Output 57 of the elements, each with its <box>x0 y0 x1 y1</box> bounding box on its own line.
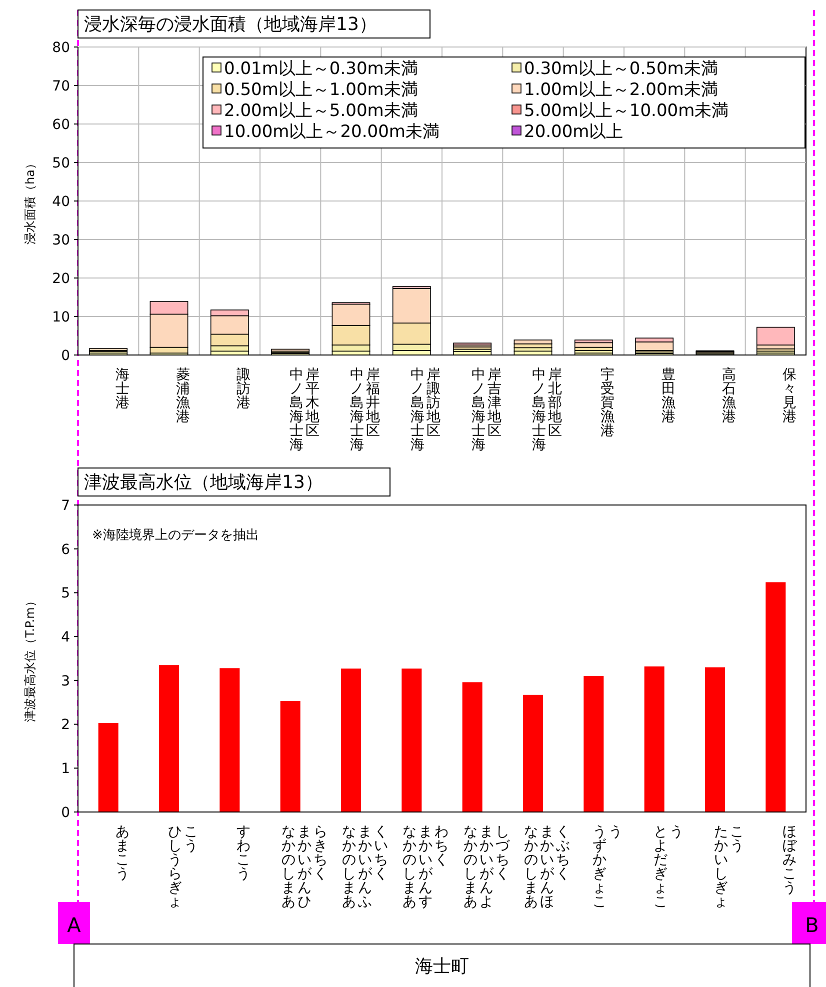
y-tick-label: 20 <box>52 270 70 287</box>
x-tick-label: とよだぎょこう <box>653 824 684 910</box>
y-tick-label: 6 <box>61 542 70 558</box>
legend-label: 20.00m以上 <box>524 122 624 142</box>
y-tick-label: 1 <box>61 761 70 778</box>
y-tick-label: 30 <box>52 232 70 248</box>
x-tick-label: 中ノ島海士海岸福井地区 <box>350 367 380 453</box>
y-axis-title: 浸水面積（ha） <box>23 158 37 244</box>
x-tick-label: 中ノ島海士海岸吉津地区 <box>471 367 502 453</box>
x-tick-label: なかのしまあまかいがんよしづちく <box>463 824 510 910</box>
legend-label: 2.00m以上～5.00m未満 <box>224 100 418 121</box>
x-tick-label: すわこう <box>236 824 251 882</box>
chart-title: 浸水深毎の浸水面積（地域海岸13） <box>84 14 377 35</box>
x-tick-label: なかのしまあまかいがんひらきちく <box>281 824 328 910</box>
y-tick-label: 0 <box>61 804 70 821</box>
chart-title: 津波最高水位（地域海岸13） <box>84 472 323 493</box>
legend-label: 10.00m以上～20.00m未満 <box>224 122 440 142</box>
x-tick-label: 豊田漁港 <box>661 367 676 425</box>
y-axis-title: 津波最高水位（T.P.m） <box>23 595 37 722</box>
legend-label: 0.30m以上～0.50m未満 <box>524 58 718 79</box>
y-tick-label: 5 <box>61 586 70 602</box>
y-tick-label: 60 <box>52 116 70 133</box>
x-tick-label: 海士港 <box>115 367 130 411</box>
y-tick-label: 0 <box>61 348 70 364</box>
x-tick-label: なかのしまあまかいがんすわちく <box>402 824 449 910</box>
legend-label: 0.50m以上～1.00m未満 <box>224 80 418 100</box>
text: A <box>67 913 82 937</box>
x-tick-label: 宇受賀漁港 <box>600 367 615 439</box>
x-tick-label: ほぼみこう <box>782 824 798 896</box>
x-tick-label: 菱浦漁港 <box>176 367 190 425</box>
text: B <box>805 913 819 937</box>
y-tick-label: 80 <box>52 40 70 56</box>
annotation: ※海陸境界上のデータを抽出 <box>92 527 259 543</box>
x-tick-label: うずかぎょこう <box>592 824 623 910</box>
y-tick-label: 7 <box>61 498 70 514</box>
x-tick-label: なかのしまあまかいがんほくぶちく <box>524 824 570 910</box>
legend-label: 5.00m以上～10.00m未満 <box>524 100 729 121</box>
legend-label: 0.01m以上～0.30m未満 <box>224 58 418 79</box>
x-tick-label: たかいしぎょこう <box>714 824 744 910</box>
x-tick-label: 保々見港 <box>782 367 797 425</box>
x-tick-label: 中ノ島海士海岸平木地区 <box>289 367 320 453</box>
x-tick-label: 諏訪港 <box>236 367 251 411</box>
x-tick-label: 中ノ島海士海岸北部地区 <box>532 367 562 453</box>
y-tick-label: 4 <box>61 629 70 646</box>
y-tick-label: 70 <box>52 78 70 94</box>
y-tick-label: 50 <box>52 155 70 172</box>
text: 海士町 <box>415 956 469 977</box>
x-tick-label: ひしうらぎょこう <box>168 824 198 910</box>
x-tick-label: あまこう <box>115 824 130 882</box>
y-tick-label: 3 <box>61 673 70 690</box>
x-tick-label: なかのしまあまかいがんふくいちく <box>342 824 388 910</box>
y-tick-label: 10 <box>52 309 70 326</box>
x-tick-label: 中ノ島海士海岸諏訪地区 <box>410 367 441 453</box>
y-tick-label: 2 <box>61 717 70 734</box>
x-tick-label: 高石漁港 <box>722 367 736 425</box>
legend-label: 1.00m以上～2.00m未満 <box>524 80 718 100</box>
y-tick-label: 40 <box>52 194 70 210</box>
